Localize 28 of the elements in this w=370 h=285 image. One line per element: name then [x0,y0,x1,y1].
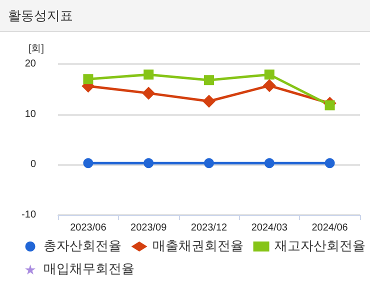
point [144,158,154,168]
point [202,94,216,108]
legend-label: 총자산회전율 [43,239,122,254]
y-tick-label: 10 [24,108,36,120]
point [142,86,156,100]
legend-label: 매출채권회전율 [152,239,244,254]
legend-label: 재고자산회전율 [274,239,366,254]
point [83,74,94,84]
point [324,100,335,110]
y-tick-label: 0 [30,159,36,170]
point [204,158,214,168]
x-tick-label: 2024/03 [251,222,288,234]
point [262,79,276,92]
x-tick-label: 2024/06 [312,222,348,234]
y-axis-title: [회] [28,44,44,54]
point [264,158,274,168]
point [264,70,274,80]
point [144,70,154,80]
chart-title: 활동성지표 [0,0,370,32]
point [324,158,335,168]
x-tick-label: 2023/06 [70,222,107,234]
x-tick-label: 2023/09 [130,222,168,234]
y-tick-label: 20 [24,58,36,70]
point [83,158,94,168]
legend-label: 매입채무회전율 [43,262,134,277]
x-tick-label: 2023/12 [190,222,228,234]
point [204,75,214,86]
y-tick-label: -10 [22,210,36,220]
